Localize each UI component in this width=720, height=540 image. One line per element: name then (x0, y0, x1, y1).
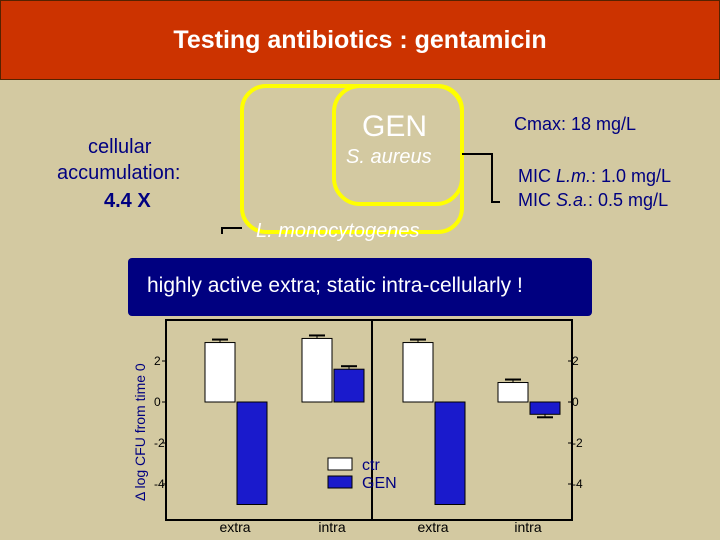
mic-sa-value: : 0.5 mg/L (588, 190, 669, 210)
legend-label-gen: GEN (362, 475, 397, 492)
legend-swatch-gen (327, 475, 353, 489)
y-tick-label-right: 2 (572, 354, 579, 368)
bar-ctr (402, 342, 434, 403)
y-tick-label-left: 2 (154, 354, 161, 368)
bar-ctr (497, 382, 529, 403)
y-tick-label-right: -2 (572, 436, 583, 450)
mic-lm-prefix: MIC (518, 166, 556, 186)
bar-gen (434, 401, 466, 505)
legend-swatch-ctr (327, 457, 353, 471)
y-tick-label-left: -2 (154, 436, 165, 450)
chart-frame (165, 319, 573, 521)
slide-title: Testing antibiotics : gentamicin (173, 26, 547, 54)
mic-sa-organism: S.a. (556, 190, 589, 210)
bar-ctr (204, 342, 236, 403)
cellular-line1: cellular (88, 136, 152, 158)
banner (128, 258, 592, 316)
connector-lm (221, 227, 242, 234)
cmax-label: Cmax: 18 mg/L (514, 114, 637, 134)
cellular-value: 4.4 X (104, 190, 151, 212)
lmono-label: L. monocytogenes (256, 220, 420, 242)
bar-gen (236, 401, 268, 505)
cellular-line2: accumulation: (57, 162, 181, 184)
mic-sa-line: MIC S.a.: 0.5 mg/L (518, 190, 668, 211)
y-axis-label: Δ log CFU from time 0 (132, 363, 148, 501)
mic-lm-value: : 1.0 mg/L (591, 166, 672, 186)
x-category-label: extra (417, 519, 448, 535)
gen-label: GEN (362, 110, 428, 143)
y-tick-label-left: 0 (154, 395, 161, 409)
mic-sa-prefix: MIC (518, 190, 556, 210)
connector-mic (462, 153, 500, 203)
saureus-label: S. aureus (346, 146, 432, 168)
legend-label-ctr: ctr (362, 457, 380, 474)
y-tick-label-right: -4 (572, 477, 583, 491)
y-tick-label-right: 0 (572, 395, 579, 409)
x-category-label: intra (514, 519, 541, 535)
x-category-label: extra (219, 519, 250, 535)
title-bar (0, 0, 720, 80)
x-category-label: intra (318, 519, 345, 535)
mic-lm-line: MIC L.m.: 1.0 mg/L (518, 166, 671, 187)
mic-lm-organism: L.m. (556, 166, 592, 186)
bar-gen (333, 368, 365, 403)
bar-gen (529, 401, 561, 415)
banner-text: highly active extra; static intra-cellul… (147, 274, 523, 297)
gen-frame-inner (332, 84, 464, 206)
bar-ctr (301, 337, 333, 403)
y-tick-label-left: -4 (154, 477, 165, 491)
